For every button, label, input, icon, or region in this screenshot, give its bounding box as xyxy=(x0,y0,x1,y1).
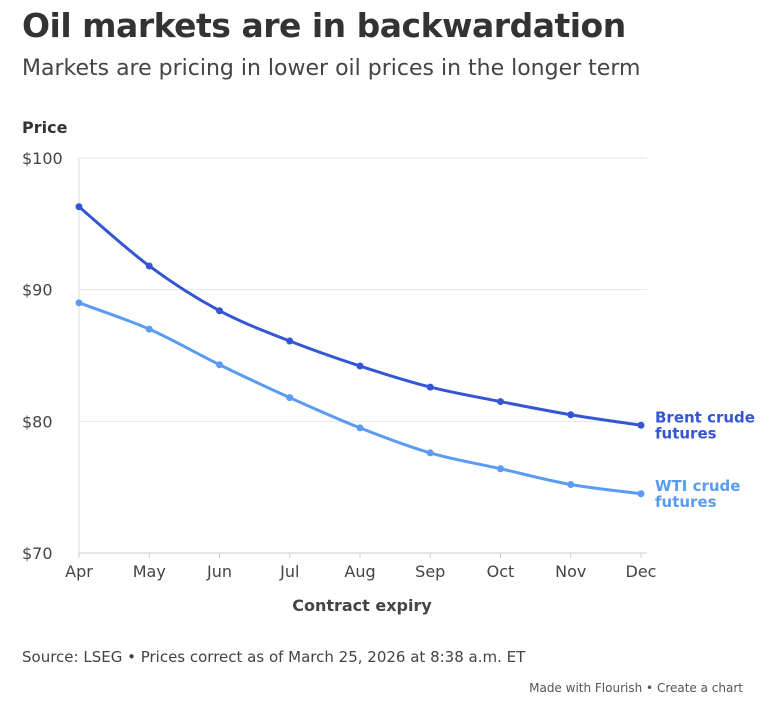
chart-subtitle: Markets are pricing in lower oil prices … xyxy=(22,56,641,81)
x-tick-label: Jun xyxy=(206,562,232,581)
x-tick-label: Dec xyxy=(626,562,657,581)
y-axis-label: Price xyxy=(22,118,68,137)
data-point xyxy=(286,394,294,402)
y-tick-label: $70 xyxy=(22,544,53,563)
data-point xyxy=(75,299,83,307)
series-label: Brent crude xyxy=(655,408,755,426)
x-tick-label: Apr xyxy=(65,562,93,581)
x-tick-label: May xyxy=(133,562,166,581)
source-note: Source: LSEG • Prices correct as of Marc… xyxy=(22,648,526,666)
data-point xyxy=(426,383,434,391)
x-tick-label: Jul xyxy=(279,562,299,581)
create-chart-link[interactable]: Create a chart xyxy=(656,681,743,695)
series-label: futures xyxy=(655,424,717,442)
x-tick-label: Sep xyxy=(415,562,445,581)
data-point xyxy=(567,481,575,489)
data-point xyxy=(216,307,223,315)
series-label: WTI crude xyxy=(655,477,740,495)
data-point xyxy=(356,362,364,370)
data-point xyxy=(145,325,153,333)
x-axis-label: Contract expiry xyxy=(292,596,432,615)
line-chart: Price $100 $90 $80 $70 Apr May Jun Jul Aug Sep Oct N… xyxy=(22,118,755,615)
data-point xyxy=(356,424,364,432)
data-point xyxy=(216,361,223,369)
series-line-0 xyxy=(78,205,642,427)
data-point xyxy=(145,262,153,270)
data-point xyxy=(567,411,575,419)
series-line-1 xyxy=(78,301,642,496)
footer: Made with Flourish • Create a chart xyxy=(529,681,743,695)
footer-separator: • xyxy=(642,681,657,695)
data-point xyxy=(75,203,83,211)
y-tick-label: $80 xyxy=(22,412,53,431)
data-point xyxy=(497,465,504,473)
data-point xyxy=(497,398,504,406)
y-tick-label: $90 xyxy=(22,281,53,300)
data-point xyxy=(637,490,645,498)
data-point xyxy=(286,337,294,345)
data-point xyxy=(637,421,645,429)
x-tick-label: Aug xyxy=(344,562,375,581)
x-tick-label: Nov xyxy=(555,562,586,581)
chart-title: Oil markets are in backwardation xyxy=(22,6,626,45)
series-label: futures xyxy=(655,493,717,511)
x-tick-label: Oct xyxy=(487,562,515,581)
made-with-flourish-link[interactable]: Made with Flourish xyxy=(529,681,643,695)
data-point xyxy=(426,449,434,457)
y-tick-label: $100 xyxy=(22,149,63,168)
